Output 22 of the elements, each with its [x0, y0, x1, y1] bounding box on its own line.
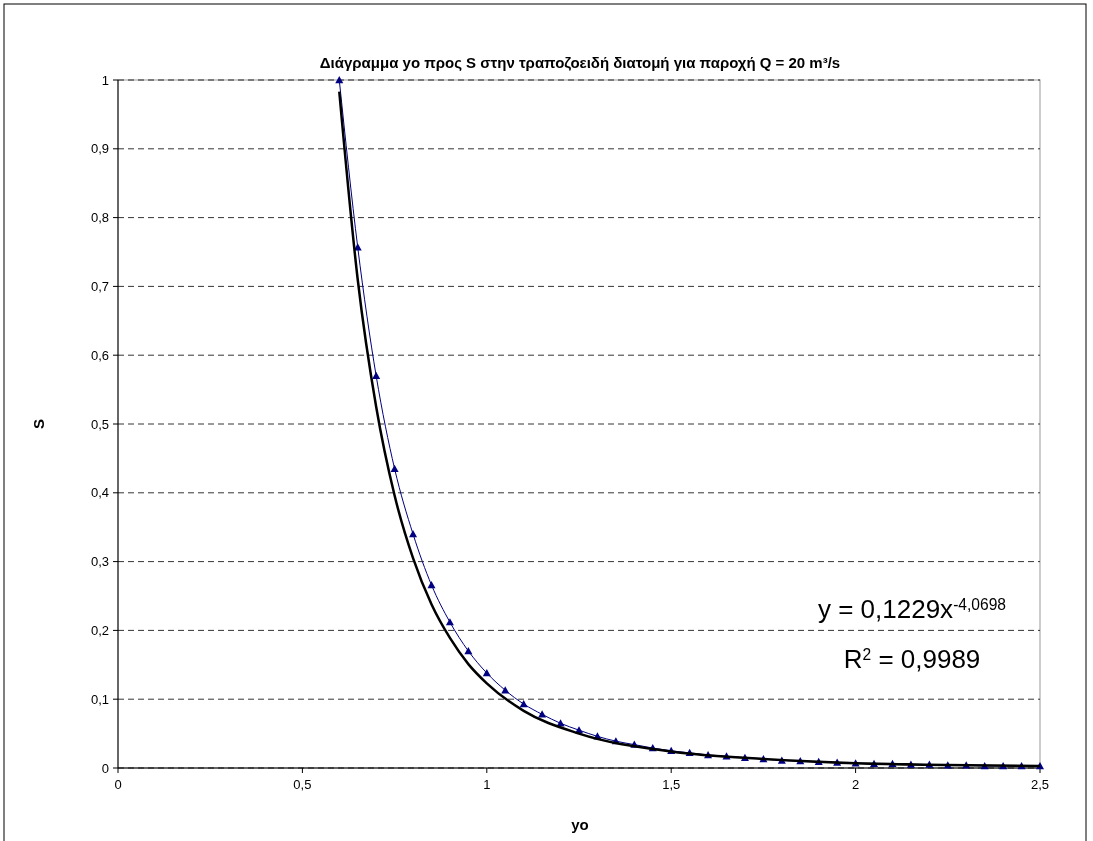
- x-axis-title: yo: [571, 816, 589, 833]
- y-tick-label: 0: [101, 760, 109, 776]
- y-tick-label: 0,5: [90, 416, 109, 432]
- y-tick-label: 0,4: [90, 485, 109, 501]
- x-tick-label: 1,5: [662, 777, 681, 792]
- x-tick-label: 0,5: [293, 777, 312, 792]
- chart-title: Διάγραμμα yo προς S στην τραποζοειδή διατομή για παροχή Q = 20 m³/s: [319, 54, 841, 71]
- y-tick-label: 0,7: [90, 278, 109, 294]
- annotation: y = 0,1229x$^{-4,0698}$: [817, 594, 1007, 624]
- x-tick-label: 0: [114, 777, 122, 792]
- x-tick-label: 2,5: [1030, 777, 1050, 792]
- x-tick-label: 1: [483, 777, 491, 792]
- y-tick-label: 0,6: [90, 347, 109, 363]
- x-tick-label: 2: [851, 777, 860, 792]
- y-tick-label: 0,2: [90, 622, 109, 638]
- y-tick-label: 1: [101, 72, 109, 88]
- y-tick-label: 0,1: [90, 691, 109, 707]
- y-axis-title: S: [30, 418, 47, 430]
- y-tick-label: 0,3: [90, 554, 109, 570]
- annotation: R$^{2}$ = 0,9989: [843, 644, 981, 674]
- y-tick-label: 0,8: [90, 210, 109, 226]
- y-tick-label: 0,9: [90, 141, 109, 157]
